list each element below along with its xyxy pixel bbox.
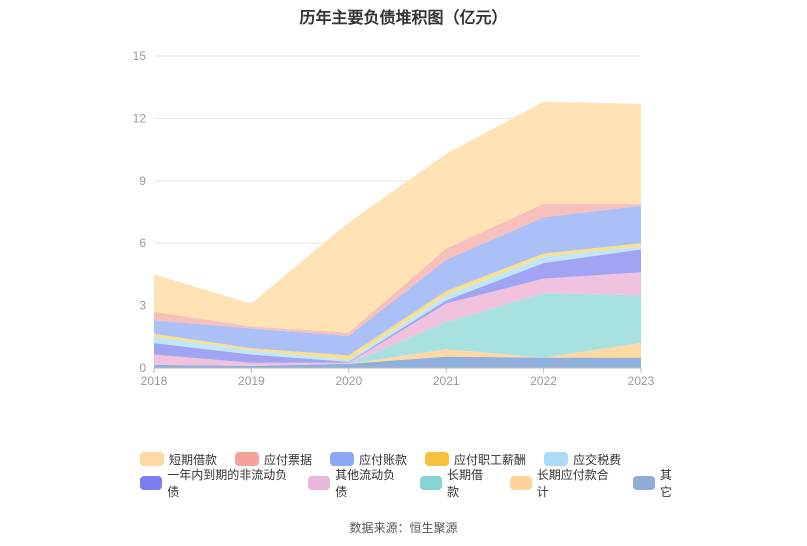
y-tick-label: 9	[139, 174, 146, 188]
legend-swatch	[509, 476, 532, 490]
legend-label: 一年内到期的非流动负债	[167, 468, 288, 499]
legend-swatch	[632, 476, 655, 490]
legend-label: 其他流动负债	[335, 468, 396, 499]
area-series-长期借款	[154, 293, 641, 366]
area-series-短期借款	[154, 101, 641, 333]
legend-item[interactable]: 短期借款	[140, 451, 217, 468]
x-tick-label: 2023	[628, 374, 655, 388]
legend-row-1: 短期借款 应付票据 应付账款 应付职工薪酬 应交税费	[140, 447, 700, 471]
legend-label: 其它	[659, 468, 672, 499]
legend: 短期借款 应付票据 应付账款 应付职工薪酬 应交税费 一年内到期的非流动负债 其他流动负债…	[140, 447, 700, 499]
legend-item[interactable]: 一年内到期的非流动负债	[140, 466, 290, 500]
legend-item[interactable]: 应付票据	[235, 451, 312, 468]
y-tick-label: 3	[139, 299, 146, 313]
y-tick-label: 6	[139, 236, 146, 250]
area-series-一年内到期的非流动负债	[154, 249, 641, 363]
x-tick-label: 2022	[530, 374, 557, 388]
x-tick-label: 2020	[335, 374, 362, 388]
legend-item[interactable]: 其他流动负债	[307, 466, 402, 500]
y-tick-label: 15	[133, 49, 147, 63]
legend-label: 应付票据	[264, 452, 313, 467]
chart-title: 历年主要负债堆积图（亿元）	[299, 10, 508, 27]
legend-label: 长期应付款合计	[536, 468, 609, 499]
legend-label: 应交税费	[573, 452, 622, 467]
legend-swatch	[544, 452, 569, 466]
x-tick-label: 2019	[238, 374, 265, 388]
stacked-area-chart: 0 3 6 9 12 15 2018 2019 2020 2021 2022 2023	[133, 49, 655, 388]
legend-swatch	[235, 452, 260, 466]
legend-swatch	[419, 476, 443, 490]
legend-swatch	[140, 452, 164, 466]
legend-item[interactable]: 长期借款	[419, 466, 492, 500]
legend-row-2: 一年内到期的非流动负债 其他流动负债 长期借款 长期应付款合计 其它	[140, 468, 700, 499]
legend-label: 长期借款	[447, 468, 484, 499]
y-tick-label: 12	[133, 111, 147, 125]
legend-label: 应付账款	[359, 452, 408, 467]
legend-swatch	[140, 476, 163, 490]
area-series-其他流动负债	[154, 272, 641, 366]
legend-item[interactable]: 长期应付款合计	[509, 466, 615, 500]
area-series-应付账款	[154, 205, 641, 356]
x-tick-label: 2021	[433, 374, 460, 388]
legend-swatch	[425, 452, 450, 466]
legend-swatch	[330, 452, 355, 466]
legend-swatch	[307, 476, 331, 490]
x-tick-label: 2018	[141, 374, 168, 388]
legend-item[interactable]: 应交税费	[544, 451, 621, 468]
legend-item[interactable]: 其它	[632, 466, 682, 500]
legend-item[interactable]: 应付账款	[330, 451, 407, 468]
legend-label: 短期借款	[169, 452, 218, 467]
source-note: 数据来源：恒生聚源	[349, 521, 458, 535]
legend-label: 应付职工薪酬	[454, 452, 527, 467]
legend-item[interactable]: 应付职工薪酬	[425, 451, 526, 468]
area-series-应付票据	[154, 203, 641, 336]
area-series-其它	[154, 356, 641, 368]
y-tick-label: 0	[139, 361, 146, 375]
